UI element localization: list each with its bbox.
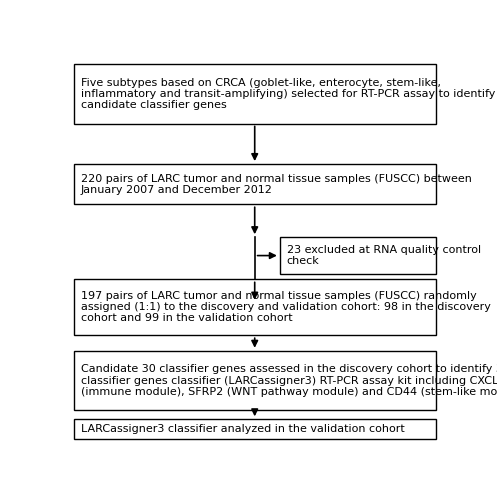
Text: check: check (287, 256, 320, 266)
Text: classifier genes classifier (LARCassigner3) RT-PCR assay kit including CXCL9: classifier genes classifier (LARCassigne… (81, 376, 497, 386)
Text: candidate classifier genes: candidate classifier genes (81, 100, 226, 110)
Text: 23 excluded at RNA quality control: 23 excluded at RNA quality control (287, 245, 481, 255)
FancyBboxPatch shape (280, 237, 436, 274)
Text: 220 pairs of LARC tumor and normal tissue samples (FUSCC) between: 220 pairs of LARC tumor and normal tissu… (81, 174, 472, 184)
FancyBboxPatch shape (74, 280, 436, 336)
Text: (immune module), SFRP2 (WNT pathway module) and CD44 (stem-like module): (immune module), SFRP2 (WNT pathway modu… (81, 386, 497, 396)
Text: cohort and 99 in the validation cohort: cohort and 99 in the validation cohort (81, 314, 292, 324)
FancyBboxPatch shape (74, 350, 436, 410)
Text: inflammatory and transit-amplifying) selected for RT-PCR assay to identify: inflammatory and transit-amplifying) sel… (81, 88, 495, 99)
Text: January 2007 and December 2012: January 2007 and December 2012 (81, 184, 272, 194)
Text: 197 pairs of LARC tumor and normal tissue samples (FUSCC) randomly: 197 pairs of LARC tumor and normal tissu… (81, 292, 476, 302)
Text: assigned (1:1) to the discovery and validation cohort: 98 in the discovery: assigned (1:1) to the discovery and vali… (81, 302, 491, 312)
FancyBboxPatch shape (74, 164, 436, 204)
FancyBboxPatch shape (74, 64, 436, 124)
FancyBboxPatch shape (74, 419, 436, 439)
Text: Candidate 30 classifier genes assessed in the discovery cohort to identify 3: Candidate 30 classifier genes assessed i… (81, 364, 497, 374)
Text: Five subtypes based on CRCA (goblet-like, enterocyte, stem-like,: Five subtypes based on CRCA (goblet-like… (81, 78, 441, 88)
Text: LARCassigner3 classifier analyzed in the validation cohort: LARCassigner3 classifier analyzed in the… (81, 424, 405, 434)
